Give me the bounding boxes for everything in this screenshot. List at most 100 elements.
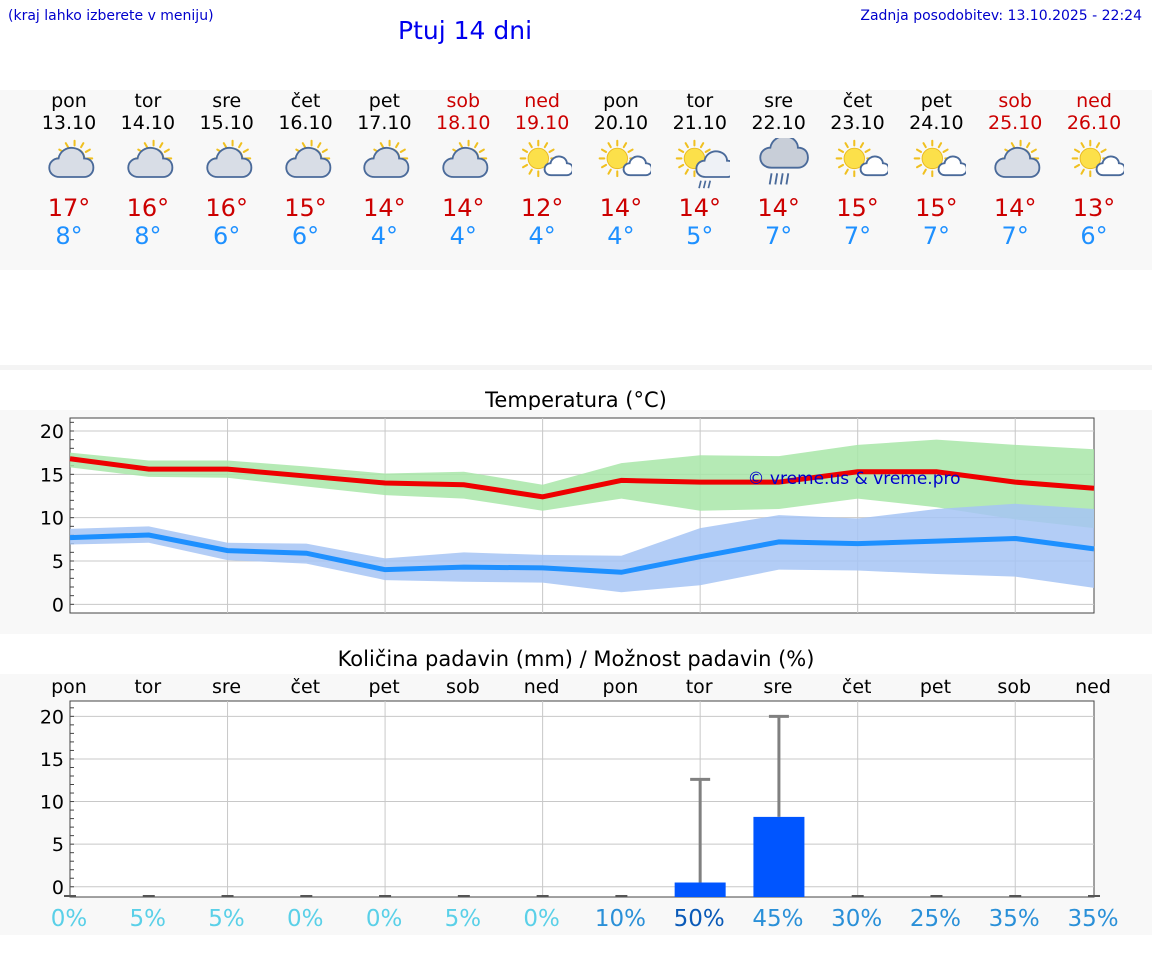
max-temperature: 16° xyxy=(126,194,170,222)
sun-disc xyxy=(843,147,865,170)
day-name: tor xyxy=(686,90,714,112)
partly-cloudy-icon xyxy=(206,139,252,178)
day-date: 19.10 xyxy=(514,112,570,134)
x-tick-label: pon xyxy=(603,676,639,698)
cloud-shape xyxy=(127,146,174,178)
x-tick-label: sob xyxy=(997,676,1031,698)
precip-probability-label: 45% xyxy=(752,906,803,932)
day-date: 25.10 xyxy=(987,112,1043,134)
rain-drop xyxy=(785,173,789,185)
cloud-shape xyxy=(206,146,252,178)
mostly-sunny-icon xyxy=(519,139,573,178)
partly-cloudy-icon xyxy=(48,139,95,178)
max-temperature: 16° xyxy=(205,194,248,222)
day-date: 23.10 xyxy=(830,112,885,134)
x-tick-label: ned xyxy=(524,676,560,698)
min-temperature: 8° xyxy=(55,222,83,250)
precip-probability-label: 5% xyxy=(130,906,167,932)
y-tick-label: 20 xyxy=(40,421,64,443)
cloud-shape xyxy=(759,138,809,169)
precip-bar xyxy=(753,816,805,897)
series-line xyxy=(69,456,1095,500)
day-date: 18.10 xyxy=(436,112,491,134)
day-name: pet xyxy=(920,90,952,112)
day-name: pon xyxy=(603,90,639,112)
y-tick-label: 15 xyxy=(40,749,64,771)
cloud-shape xyxy=(622,155,651,177)
x-tick-label: sob xyxy=(446,676,480,698)
day-column: tor 21.10 14° 5° xyxy=(660,90,740,250)
precip-probability-label: 0% xyxy=(287,906,324,932)
sun-disc xyxy=(921,147,944,170)
max-temperature: 14° xyxy=(599,194,643,222)
y-tick-label: 10 xyxy=(40,792,64,814)
cloud-shape xyxy=(994,146,1041,178)
rain-drop xyxy=(702,180,707,189)
rain-drop xyxy=(779,173,784,185)
last-updated: Zadnja posodobitev: 13.10.2025 - 22:24 xyxy=(860,8,1142,24)
day-name: sre xyxy=(764,90,794,112)
x-tick-label: tor xyxy=(686,676,713,698)
day-date: 26.10 xyxy=(1066,112,1122,134)
day-name: sre xyxy=(212,90,242,112)
day-column: ned 26.10 13° 6° xyxy=(1054,90,1134,250)
x-tick-label: pet xyxy=(920,676,951,698)
partly-cloudy-icon xyxy=(363,139,410,178)
sun-rain-icon xyxy=(675,139,730,189)
min-temperature: 7° xyxy=(922,222,950,250)
day-date: 17.10 xyxy=(357,112,412,134)
rain-drop xyxy=(707,180,711,189)
precipitation-chart: pon tor sre čet pet sob ned pon tor sre čet pet sob n… xyxy=(40,676,1119,932)
x-tick-label: ned xyxy=(1075,676,1111,698)
precip-probability-label: 35% xyxy=(989,906,1040,932)
min-temperature: 4° xyxy=(607,222,635,250)
day-date: 16.10 xyxy=(278,112,333,134)
cloud-shape xyxy=(543,155,573,177)
rain-drop xyxy=(698,180,702,189)
day-date: 22.10 xyxy=(751,112,806,134)
min-temperature: 7° xyxy=(843,222,872,250)
day-date: 24.10 xyxy=(909,112,964,134)
day-date: 21.10 xyxy=(672,112,727,134)
day-name: pet xyxy=(368,90,400,112)
precipitation-chart-title: Količina padavin (mm) / Možnost padavin … xyxy=(337,647,815,671)
min-temperature: 6° xyxy=(1080,222,1108,250)
sun-disc xyxy=(527,147,550,170)
daily-forecast-band xyxy=(0,90,1152,270)
day-column: sob 18.10 14° 4° xyxy=(423,90,503,250)
cloud-shape xyxy=(442,146,489,178)
partly-cloudy-icon xyxy=(442,139,489,178)
max-temperature: 15° xyxy=(284,194,327,222)
day-name: pon xyxy=(51,90,87,112)
max-temperature: 14° xyxy=(757,194,800,222)
plot-area xyxy=(69,700,1095,898)
precip-probability-label: 0% xyxy=(51,906,88,932)
day-column: čet 23.10 15° 7° xyxy=(818,90,898,250)
partly-cloudy-icon xyxy=(994,139,1041,178)
max-temperature: 17° xyxy=(47,194,91,222)
x-tick-label: sre xyxy=(763,676,792,698)
day-name: sob xyxy=(998,90,1032,112)
x-tick-label: tor xyxy=(134,676,161,698)
day-name: tor xyxy=(134,90,162,112)
max-temperature: 12° xyxy=(520,194,564,222)
y-tick-label: 20 xyxy=(40,706,64,728)
y-tick-label: 0 xyxy=(52,877,64,899)
y-tick-label: 5 xyxy=(52,551,64,573)
day-column: ned 19.10 12° 4° xyxy=(502,90,582,250)
sun-disc xyxy=(1079,147,1102,170)
rain-drop xyxy=(774,173,778,185)
rain-drop xyxy=(768,173,773,185)
daily-forecast: pon 13.10 17° 8° tor 14.10 16° 8° sre 15.10 16° 6° č… xyxy=(0,90,1152,270)
precip-probability-label: 5% xyxy=(208,906,245,932)
precip-probability-label: 35% xyxy=(1067,906,1118,932)
sun-disc xyxy=(606,147,628,170)
min-temperature: 4° xyxy=(449,222,477,250)
max-temperature: 14° xyxy=(363,194,406,222)
series-range-band xyxy=(70,503,1094,593)
day-column: pon 13.10 17° 8° xyxy=(29,90,109,250)
cloud-shape xyxy=(1095,155,1125,177)
location-hint: (kraj lahko izberete v meniju) xyxy=(8,8,214,24)
day-date: 13.10 xyxy=(41,112,97,134)
day-name: ned xyxy=(524,90,560,112)
